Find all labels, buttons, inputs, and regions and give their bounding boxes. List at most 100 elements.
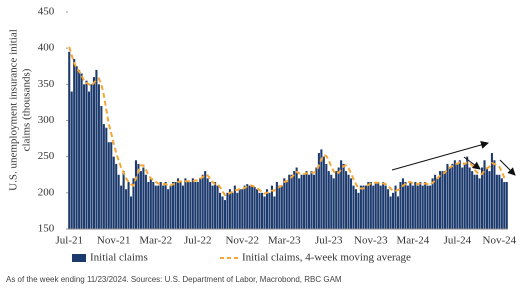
bar xyxy=(218,192,222,229)
bar xyxy=(83,84,86,229)
bar xyxy=(189,181,192,229)
bar xyxy=(228,189,231,229)
bar xyxy=(481,167,484,229)
x-tick-label: Mar-23 xyxy=(268,235,301,247)
y-tick-label: 150 xyxy=(38,223,55,235)
bar xyxy=(196,181,199,229)
bar xyxy=(377,181,380,229)
bar xyxy=(75,66,78,229)
bar xyxy=(325,163,328,229)
bar xyxy=(78,69,81,229)
bar xyxy=(347,174,350,229)
bar xyxy=(337,167,340,229)
bar xyxy=(117,174,120,229)
bar xyxy=(120,185,123,229)
bar xyxy=(226,192,229,229)
bar xyxy=(300,174,303,229)
bar xyxy=(505,181,508,229)
legend-label: Initial claims xyxy=(90,252,148,264)
bar xyxy=(265,189,269,229)
bar xyxy=(137,163,140,229)
bar xyxy=(270,185,273,229)
bar xyxy=(144,174,147,229)
bar xyxy=(147,181,150,229)
bar xyxy=(476,174,479,229)
bar xyxy=(288,174,291,229)
bar xyxy=(461,167,464,229)
bar xyxy=(335,171,338,229)
bar xyxy=(468,167,471,229)
bar xyxy=(112,156,115,229)
bar xyxy=(307,174,311,229)
bar xyxy=(359,185,362,229)
bar xyxy=(248,185,251,229)
bar xyxy=(172,181,175,229)
bar xyxy=(500,178,503,229)
x-tick-label: Jul-24 xyxy=(444,235,472,247)
bar xyxy=(419,181,422,229)
bar xyxy=(478,178,481,229)
bar xyxy=(97,84,100,229)
bar xyxy=(90,84,93,229)
bar xyxy=(357,192,360,229)
y-tick-label: 450 xyxy=(38,6,55,18)
bar xyxy=(503,181,506,229)
bar xyxy=(283,178,286,229)
bar xyxy=(194,181,197,229)
bar xyxy=(424,181,427,229)
bar xyxy=(162,185,165,229)
trend-arrow xyxy=(463,156,481,170)
bar xyxy=(102,124,105,229)
bar xyxy=(273,196,276,229)
legend-label: Initial claims, 4-week moving average xyxy=(242,252,411,264)
trend-arrow xyxy=(391,141,489,171)
x-tick-label: Mar-22 xyxy=(139,235,172,247)
bar xyxy=(243,185,246,229)
bar xyxy=(399,181,402,229)
bar xyxy=(436,178,439,229)
bar xyxy=(256,189,259,229)
bar xyxy=(354,189,358,229)
bar xyxy=(374,181,377,229)
bar xyxy=(493,160,496,229)
bar xyxy=(426,185,429,229)
bar xyxy=(176,178,180,229)
bar xyxy=(305,171,308,229)
bar xyxy=(275,181,278,229)
bar xyxy=(379,185,382,229)
bar xyxy=(392,192,395,229)
bar xyxy=(483,160,486,229)
bar xyxy=(159,181,162,229)
bar xyxy=(95,69,98,229)
bar xyxy=(253,187,256,229)
bar xyxy=(429,185,432,229)
bar xyxy=(129,196,133,229)
bar xyxy=(332,178,335,229)
bar xyxy=(320,149,323,229)
bar xyxy=(268,192,271,229)
x-tick-label: Nov-21 xyxy=(97,235,131,247)
bar xyxy=(498,174,501,229)
bar xyxy=(401,178,404,229)
bar xyxy=(149,178,152,229)
bar xyxy=(322,156,325,229)
x-tick-label: Nov-22 xyxy=(225,235,259,247)
bar xyxy=(367,181,370,229)
y-tick-label: 200 xyxy=(38,186,55,198)
bar xyxy=(327,171,330,229)
x-tick-label: Jul-23 xyxy=(315,235,343,247)
bar xyxy=(458,160,461,229)
bar xyxy=(154,185,157,229)
bar xyxy=(416,185,419,229)
bar xyxy=(100,106,103,229)
bar xyxy=(303,174,306,229)
bar xyxy=(382,181,385,229)
bar xyxy=(231,192,234,229)
bar xyxy=(73,59,76,230)
bar xyxy=(246,184,249,229)
bar xyxy=(238,189,241,229)
bar xyxy=(456,163,459,229)
bar xyxy=(191,178,194,229)
bar xyxy=(127,181,130,229)
bar xyxy=(451,163,454,229)
